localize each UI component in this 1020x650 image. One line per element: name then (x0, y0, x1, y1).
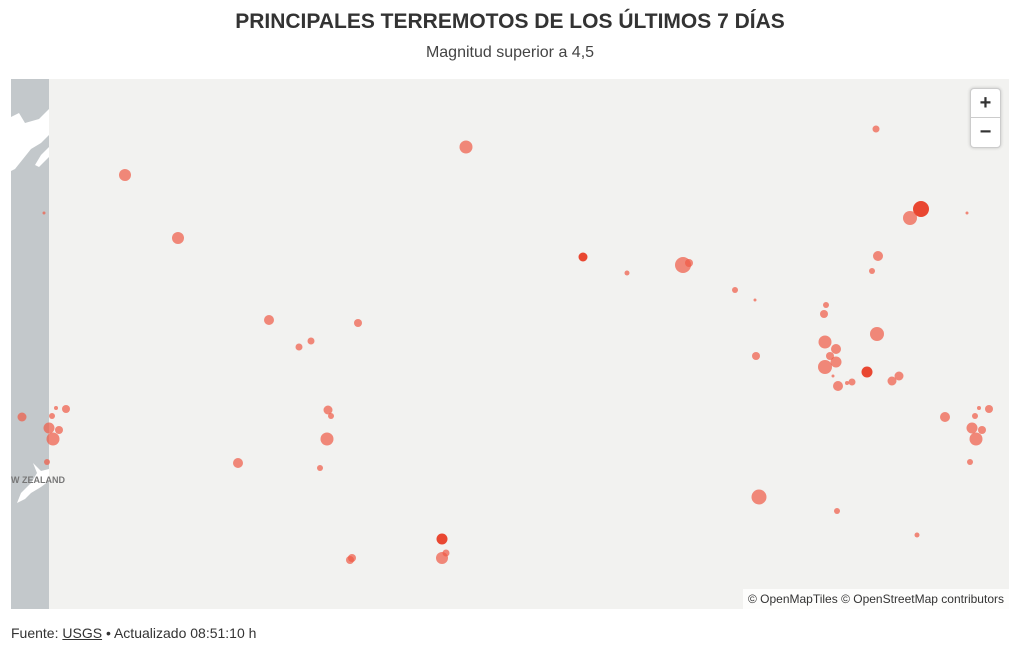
quake-marker[interactable] (873, 251, 883, 261)
island (11, 109, 49, 171)
quake-marker[interactable] (978, 426, 986, 434)
quake-marker[interactable] (753, 298, 757, 302)
quake-marker[interactable] (834, 508, 840, 514)
quake-marker[interactable] (172, 232, 184, 244)
quake-marker[interactable] (903, 211, 917, 225)
quake-marker[interactable] (861, 366, 873, 378)
quake-marker[interactable] (62, 405, 70, 413)
quake-marker[interactable] (44, 459, 50, 465)
quake-marker[interactable] (233, 458, 243, 468)
quake-marker[interactable] (55, 426, 63, 434)
quake-marker[interactable] (323, 405, 333, 415)
subtitle: Magnitud superior a 4,5 (425, 44, 595, 61)
quake-marker[interactable] (346, 556, 354, 564)
quake-marker[interactable] (685, 259, 693, 267)
quake-marker[interactable] (965, 211, 969, 215)
quake-marker[interactable] (295, 343, 303, 351)
footer: Fuente: USGS • Actualizado 08:51:10 h (11, 625, 256, 641)
zoom-out[interactable]: − (979, 121, 992, 143)
quake-marker[interactable] (49, 413, 55, 419)
quake-marker[interactable] (17, 412, 27, 422)
title: PRINCIPALES TERREMOTOS DE LOS ÚLTIMOS 7 … (235, 10, 785, 33)
quake-marker[interactable] (826, 352, 834, 360)
quake-marker[interactable] (872, 125, 880, 133)
island (17, 463, 49, 503)
quake-marker[interactable] (845, 381, 849, 385)
map-canvas: W ZEALAND (11, 79, 993, 609)
quake-marker[interactable] (869, 268, 875, 274)
quake-marker[interactable] (54, 406, 58, 410)
quake-marker[interactable] (831, 374, 835, 378)
quake-marker[interactable] (820, 310, 828, 318)
quake-marker[interactable] (328, 413, 334, 419)
quake-marker[interactable] (985, 405, 993, 413)
quake-marker[interactable] (977, 406, 981, 410)
source-link[interactable]: USGS (62, 625, 103, 641)
quake-marker[interactable] (751, 489, 767, 505)
quake-marker[interactable] (624, 270, 630, 276)
quake-marker[interactable] (818, 360, 832, 374)
land-strip (11, 79, 49, 609)
island (35, 147, 49, 167)
quake-marker[interactable] (823, 302, 829, 308)
quake-marker[interactable] (317, 465, 323, 471)
quake-marker[interactable] (969, 432, 983, 446)
quake-marker[interactable] (459, 140, 473, 154)
quake-marker[interactable] (354, 319, 362, 327)
quake-marker[interactable] (966, 422, 978, 434)
quake-marker[interactable] (264, 315, 274, 325)
quake-marker[interactable] (870, 327, 884, 341)
quake-marker[interactable] (818, 335, 832, 349)
quake-marker[interactable] (43, 422, 55, 434)
quake-marker[interactable] (320, 432, 334, 446)
quake-marker[interactable] (578, 252, 588, 262)
zoom-in[interactable]: + (971, 89, 1000, 118)
quake-marker[interactable] (119, 169, 131, 181)
map[interactable]: W ZEALAND + − © OpenMapTiles © OpenStree… (11, 79, 1009, 609)
zoom-control: + − (970, 88, 1001, 148)
quake-marker[interactable] (848, 378, 856, 386)
quake-marker[interactable] (913, 201, 929, 217)
quake-marker[interactable] (972, 413, 978, 419)
attribution: © OpenMapTiles © OpenStreetMap contribut… (742, 589, 1009, 609)
quake-marker[interactable] (914, 532, 920, 538)
quake-marker[interactable] (46, 432, 60, 446)
quake-marker[interactable] (42, 211, 46, 215)
place-label: W ZEALAND (11, 475, 65, 485)
quake-marker[interactable] (831, 344, 841, 354)
quake-marker[interactable] (887, 376, 897, 386)
quake-marker[interactable] (830, 356, 842, 368)
quake-marker[interactable] (436, 552, 448, 564)
updated: • Actualizado 08:51:10 h (105, 625, 257, 641)
quake-marker[interactable] (436, 533, 448, 545)
quake-marker[interactable] (732, 287, 738, 293)
quake-marker[interactable] (940, 412, 950, 422)
quake-marker[interactable] (967, 459, 973, 465)
quake-marker[interactable] (894, 371, 904, 381)
quake-marker[interactable] (833, 381, 843, 391)
quake-marker[interactable] (752, 352, 760, 360)
quake-marker[interactable] (307, 337, 315, 345)
source-label: Fuente: (11, 625, 59, 641)
